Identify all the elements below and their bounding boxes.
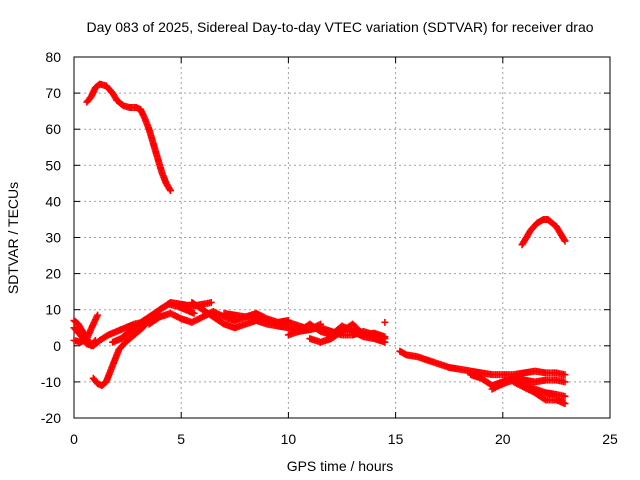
series-arc-14 xyxy=(467,371,569,390)
series-arc-1 xyxy=(83,80,174,195)
x-tick-label: 10 xyxy=(281,431,297,447)
x-tick-label: 5 xyxy=(177,431,185,447)
series-arc-6 xyxy=(109,298,215,346)
y-tick-label: 50 xyxy=(45,157,61,173)
y-tick-label: 40 xyxy=(45,193,61,209)
series-arc-15 xyxy=(488,376,569,400)
series-arc-17 xyxy=(518,215,569,249)
data-point xyxy=(381,318,389,326)
data-point xyxy=(190,309,198,317)
x-tick-label: 15 xyxy=(388,431,404,447)
y-tick-label: 70 xyxy=(45,85,61,101)
x-tick-label: 25 xyxy=(602,431,618,447)
y-tick-label: 30 xyxy=(45,230,61,246)
series-arc-13 xyxy=(396,347,569,379)
y-tick-label: -10 xyxy=(41,374,61,390)
x-tick-label: 0 xyxy=(70,431,78,447)
data-point xyxy=(166,185,174,193)
data-point xyxy=(561,378,569,386)
data-point xyxy=(561,392,569,400)
axis-ticks xyxy=(73,56,611,419)
data-point xyxy=(560,236,568,244)
x-axis-label: GPS time / hours xyxy=(287,458,394,474)
y-tick-label: 60 xyxy=(45,121,61,137)
series-arc-16 xyxy=(510,378,569,408)
y-tick-labels: -20 -10 0 10 20 30 40 50 60 70 80 xyxy=(41,49,61,426)
y-axis-label: SDTVAR / TECUs xyxy=(5,182,21,294)
series-arc-12 xyxy=(381,318,389,326)
data-point xyxy=(207,298,215,306)
data-point xyxy=(561,237,569,245)
x-tick-labels: 0 5 10 15 20 25 xyxy=(70,431,618,447)
data-point xyxy=(561,400,569,408)
data-point xyxy=(94,311,102,319)
y-tick-label: -20 xyxy=(41,410,61,426)
data-point xyxy=(166,187,174,195)
data-point xyxy=(381,333,389,341)
data-point xyxy=(561,371,569,379)
chart-title: Day 083 of 2025, Sidereal Day-to-day VTE… xyxy=(86,19,593,35)
data-points xyxy=(70,80,569,408)
y-tick-label: 10 xyxy=(45,302,61,318)
series-arc-11 xyxy=(306,320,389,346)
y-tick-label: 0 xyxy=(53,338,61,354)
x-tick-label: 20 xyxy=(495,431,511,447)
y-tick-label: 80 xyxy=(45,49,61,65)
y-tick-label: 20 xyxy=(45,266,61,282)
